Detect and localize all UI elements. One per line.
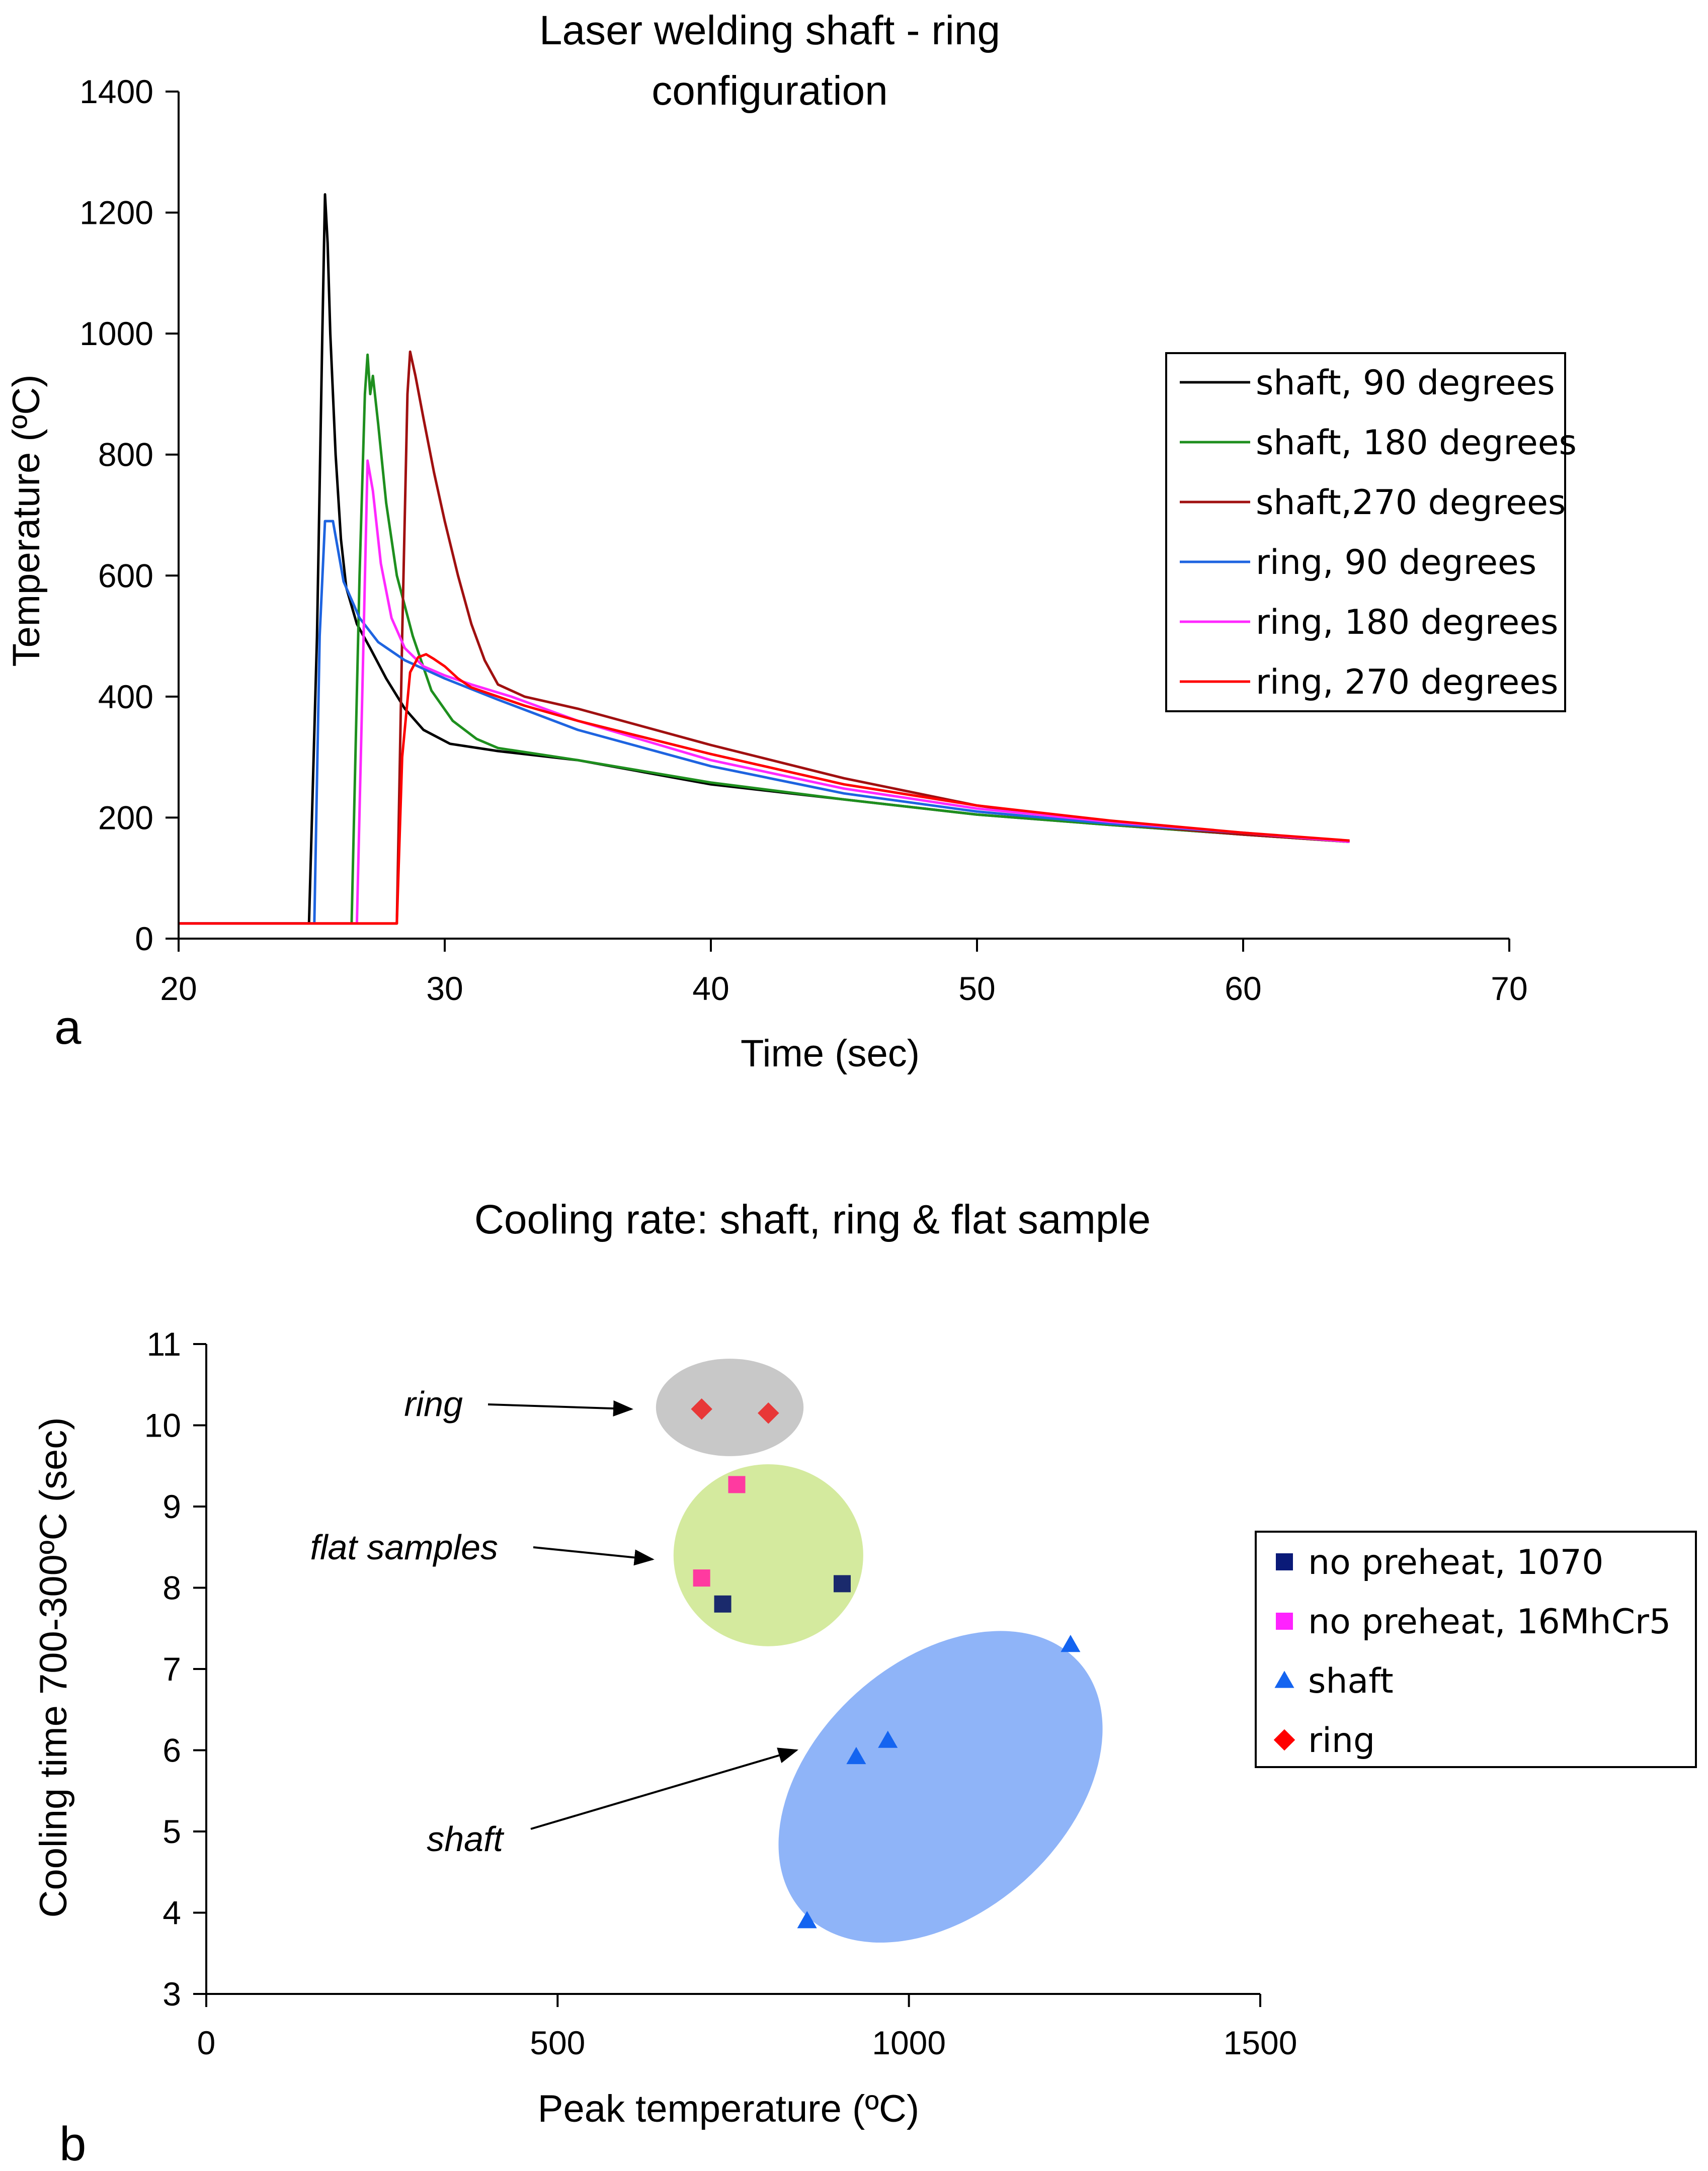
annotation-label-ring: ring bbox=[404, 1384, 463, 1424]
chart-b-x-axis-label: Peak temperature (ºC) bbox=[538, 2088, 919, 2130]
chart-a-y-axis-label: Temperature (ºC) bbox=[5, 374, 48, 666]
data-point-shaft bbox=[797, 1911, 817, 1929]
legend-label-shaft-90-degrees: shaft, 90 degrees bbox=[1256, 363, 1555, 403]
chart-a-legend-items: shaft, 90 degrees shaft, 180 degrees shaft… bbox=[1180, 363, 1577, 702]
legend-label-ring: ring bbox=[1308, 1721, 1375, 1761]
chart-b-y-tick-label: 8 bbox=[162, 1569, 181, 1607]
chart-a-series-layer bbox=[179, 193, 1350, 925]
chart-a-title-line-1: Laser welding shaft - ring bbox=[539, 8, 1000, 53]
chart-a-y-tick-label: 0 bbox=[135, 920, 153, 957]
chart-b-x-tick-label: 1500 bbox=[1224, 2024, 1297, 2061]
group-ellipse-shaft bbox=[778, 1631, 1103, 1943]
chart-a-legend: shaft, 90 degrees shaft, 180 degrees shaft… bbox=[1165, 352, 1577, 712]
series-line-ring-180-degrees bbox=[179, 459, 1350, 925]
annotation-arrow-shaft bbox=[530, 1747, 799, 1830]
legend-label-shaft: shaft bbox=[1308, 1661, 1394, 1701]
chart-b-y-tick-label: 4 bbox=[162, 1894, 181, 1932]
legend-marker-no-preheat-16mhcr5 bbox=[1276, 1613, 1293, 1630]
chart-a-x-tick-label: 50 bbox=[958, 970, 995, 1007]
chart-a-x-ticks: 20 30 40 50 60 70 bbox=[160, 939, 1528, 1007]
series-line-ring-90-degrees bbox=[179, 520, 1350, 925]
chart-a-y-tick-label: 400 bbox=[98, 678, 153, 715]
legend-marker-no-preheat-1070 bbox=[1276, 1553, 1293, 1570]
chart-a-x-tick-label: 40 bbox=[692, 970, 729, 1007]
chart-a-panel-label: a bbox=[54, 1000, 82, 1054]
data-point-ring bbox=[691, 1398, 712, 1420]
legend-label-no-preheat-1070: no preheat, 1070 bbox=[1308, 1543, 1603, 1582]
legend-label-shaft-180-degrees: shaft, 180 degrees bbox=[1256, 423, 1577, 463]
group-ellipse-flat-samples bbox=[673, 1464, 863, 1646]
chart-b-y-tick-label: 3 bbox=[162, 1975, 181, 2013]
group-ellipse-ring bbox=[656, 1359, 804, 1456]
chart-b-panel-label: b bbox=[59, 2117, 86, 2171]
annotation-arrow-ring bbox=[487, 1400, 633, 1417]
data-point-shaft bbox=[1061, 1635, 1081, 1652]
chart-b-x-tick-label: 1000 bbox=[872, 2024, 946, 2061]
chart-a-x-tick-label: 30 bbox=[426, 970, 463, 1007]
chart-a-y-tick-label: 1000 bbox=[79, 315, 153, 352]
legend-label-no-preheat-16mhcr5: no preheat, 16MhCr5 bbox=[1308, 1602, 1671, 1642]
data-point-no-preheat-1070 bbox=[714, 1595, 731, 1613]
chart-b-group-ellipses bbox=[656, 1359, 1103, 1943]
chart-a-legend-box bbox=[1165, 352, 1566, 712]
legend-label-shaft-270-degrees: shaft,270 degrees bbox=[1256, 483, 1566, 523]
chart-a-y-tick-label: 1200 bbox=[79, 194, 153, 231]
annotation-label-flat-samples: flat samples bbox=[310, 1528, 498, 1567]
chart-a-y-tick-label: 800 bbox=[98, 436, 153, 473]
chart-b-legend: no preheat, 1070 no preheat, 16MhCr5 shaft… bbox=[1255, 1531, 1697, 1768]
chart-a-y-tick-label: 600 bbox=[98, 557, 153, 594]
legend-marker-shaft bbox=[1274, 1671, 1294, 1688]
legend-marker-ring bbox=[1273, 1729, 1295, 1751]
legend-label-ring-90-degrees: ring, 90 degrees bbox=[1256, 543, 1536, 582]
chart-b-y-tick-label: 9 bbox=[162, 1488, 181, 1525]
chart-b-y-axis-label: Cooling time 700-300ºC (sec) bbox=[32, 1417, 75, 1917]
data-point-no-preheat-16mhcr5 bbox=[693, 1569, 710, 1587]
chart-b-y-tick-label: 5 bbox=[162, 1813, 181, 1850]
chart-b-points bbox=[691, 1398, 1081, 1929]
chart-b-y-tick-label: 7 bbox=[162, 1650, 181, 1688]
chart-b-y-tick-label: 6 bbox=[162, 1732, 181, 1769]
chart-b-x-tick-label: 500 bbox=[530, 2024, 585, 2061]
data-point-no-preheat-1070 bbox=[833, 1575, 851, 1593]
legend-label-ring-270-degrees: ring, 270 degrees bbox=[1256, 662, 1558, 702]
chart-b-y-ticks: 3 4 5 6 7 8 9 10 11 bbox=[144, 1325, 206, 2013]
annotation-label-shaft: shaft bbox=[427, 1819, 504, 1859]
chart-a-title-line-2: configuration bbox=[652, 68, 888, 114]
data-point-shaft bbox=[878, 1730, 898, 1748]
data-point-ring bbox=[758, 1402, 779, 1424]
chart-b-legend-items: no preheat, 1070 no preheat, 16MhCr5 shaft… bbox=[1273, 1543, 1671, 1761]
chart-b-title: Cooling rate: shaft, ring & flat sample bbox=[474, 1197, 1151, 1242]
series-line-ring-270-degrees bbox=[179, 653, 1350, 925]
chart-b-x-ticks: 0 500 1000 1500 bbox=[197, 1994, 1297, 2061]
data-point-shaft bbox=[846, 1746, 866, 1765]
legend-label-ring-180-degrees: ring, 180 degrees bbox=[1256, 603, 1558, 642]
chart-b-annotations: ring flat samples shaft bbox=[310, 1384, 799, 1859]
chart-b-y-tick-label: 10 bbox=[144, 1407, 181, 1444]
chart-a: Laser welding shaft - ring configuration… bbox=[5, 8, 1577, 1075]
chart-b: Cooling rate: shaft, ring & flat sample … bbox=[32, 1197, 1697, 2171]
chart-b-legend-box bbox=[1255, 1531, 1697, 1768]
chart-a-x-axis-label: Time (sec) bbox=[741, 1032, 920, 1075]
series-line-shaft-270-degrees bbox=[179, 350, 1350, 925]
chart-a-axes bbox=[178, 92, 1509, 940]
chart-a-x-tick-label: 60 bbox=[1225, 970, 1261, 1007]
chart-b-y-tick-label: 11 bbox=[146, 1325, 181, 1363]
annotation-arrow-flat-samples bbox=[533, 1546, 655, 1566]
chart-b-x-tick-label: 0 bbox=[197, 2024, 216, 2061]
chart-a-y-tick-label: 1400 bbox=[79, 73, 153, 110]
chart-a-y-ticks: 0 200 400 600 800 1000 1200 1400 bbox=[79, 73, 179, 957]
data-point-no-preheat-16mhcr5 bbox=[728, 1476, 746, 1493]
chart-a-y-tick-label: 200 bbox=[98, 799, 153, 836]
chart-a-x-tick-label: 70 bbox=[1491, 970, 1527, 1007]
chart-a-x-tick-label: 20 bbox=[160, 970, 197, 1007]
